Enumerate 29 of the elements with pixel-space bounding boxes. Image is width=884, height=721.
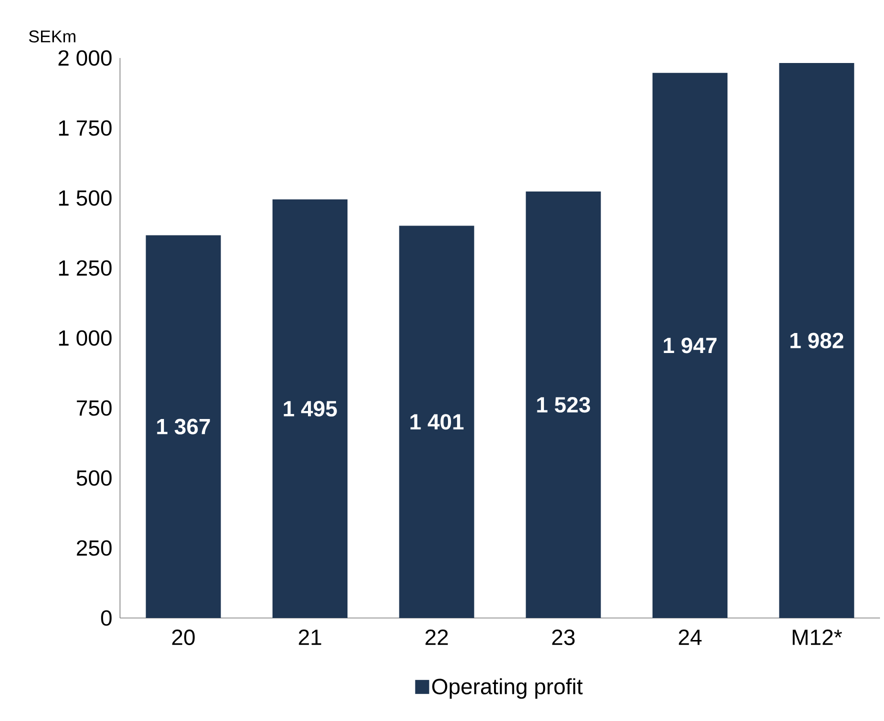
- y-tick-label: 500: [76, 470, 112, 486]
- bar: [399, 226, 474, 618]
- legend-label: Operating profit: [432, 678, 583, 699]
- data-label: 1 947: [664, 338, 717, 354]
- data-label: 1 523: [537, 396, 590, 413]
- y-tick-label: 750: [76, 400, 112, 416]
- bar: [779, 63, 854, 618]
- y-tick-label: 0: [101, 610, 112, 626]
- data-label: 1 401: [410, 414, 464, 430]
- y-tick-label: 1 000: [59, 330, 112, 346]
- y-tick-label: 1 250: [59, 260, 112, 276]
- x-tick-label: M12*: [792, 630, 842, 645]
- y-tick-label: 2 000: [58, 50, 112, 66]
- bar: [272, 199, 348, 618]
- y-tick-label: 250: [76, 540, 112, 556]
- x-tick-label: 20: [172, 630, 195, 646]
- y-tick-label: 1 750: [59, 120, 112, 136]
- y-tick-label: 1 500: [59, 190, 112, 206]
- bar: [526, 192, 601, 618]
- x-tick-label: 23: [552, 630, 575, 646]
- x-tick-label: 21: [298, 630, 322, 645]
- bar: [146, 235, 221, 618]
- x-tick-label: 24: [678, 630, 702, 645]
- data-label: 1 495: [284, 400, 337, 416]
- data-label: 1 367: [157, 418, 210, 434]
- bar: [652, 72, 728, 618]
- data-label: 1 982: [790, 332, 844, 348]
- x-tick-label: 22: [426, 630, 448, 645]
- y-axis-title: SEKm: [29, 30, 76, 42]
